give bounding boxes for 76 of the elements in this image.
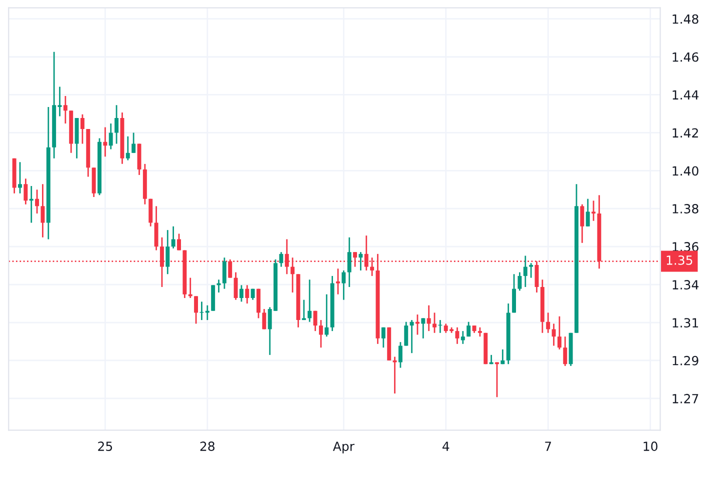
candlestick [154,205,158,251]
y-tick-label: 1.27 [672,394,698,404]
x-tick-label: 4 [442,442,450,451]
x-tick-label: 10 [644,442,658,452]
candlestick [586,198,590,228]
candlestick [455,326,460,345]
candlestick [313,310,318,332]
candlestick [108,122,113,150]
y-tick-label: 1.44 [672,90,698,100]
candlestick [58,86,62,117]
candlestick [342,270,346,301]
y-tick-label: 1.48 [672,14,698,24]
candlestick [302,299,306,321]
candlestick [466,321,471,338]
candlestick [166,229,170,275]
candlestick [546,312,550,334]
y-tick-label: 1.46 [672,52,698,62]
candlestick [35,188,40,214]
candlestick [552,323,556,346]
y-tick-label: 1.40 [672,166,698,176]
x-tick-label: Apr [332,442,354,454]
candlestick [426,304,431,332]
candlestick [18,161,22,194]
candlestick [404,321,408,346]
ref-line-label: 1.35 [666,255,692,265]
candlestick [63,95,68,124]
candlestick [336,268,340,296]
x-tick-label: 7 [545,442,551,451]
candlestick [421,318,426,340]
candlestick [500,348,505,365]
candlestick [132,132,136,154]
candlestick [262,308,266,330]
candlestick [171,226,176,250]
candlestick [518,272,522,292]
candlestick [177,233,181,251]
candlestick [580,204,584,244]
candlestick [557,316,562,350]
candlestick [148,198,153,228]
candlestick [392,356,397,394]
y-tick-label: 1.29 [672,356,698,366]
candlestick [308,278,312,323]
candlestick [126,136,130,161]
candlestick [290,256,295,294]
y-tick-label: 1.42 [672,128,698,138]
candlestick [239,284,244,302]
candlestick [432,312,437,334]
candlestick [478,326,482,338]
y-tick-label: 1.31 [672,318,698,328]
candlestick [24,178,28,206]
candlestick [114,104,119,144]
candlestick [460,330,465,345]
y-tick-label: 1.34 [672,280,698,290]
candlestick [222,256,226,290]
candlestick [194,295,198,324]
candlestick [410,319,414,354]
candlestick [592,200,596,222]
candlestick [80,114,84,144]
candlestick [324,294,329,338]
candlestick [398,341,402,368]
candlestick [512,273,516,314]
candlestick [245,284,250,304]
y-tick-label: 1.38 [672,204,698,214]
candlestick [279,251,284,268]
candlestick [529,262,534,278]
candlestick [318,319,323,348]
x-tick-label: 28 [200,442,214,452]
candlestick [358,251,363,272]
candlestick [563,336,568,367]
candlestick [381,326,386,348]
candlestick [347,236,352,288]
candlestick [40,183,45,238]
candlestick [103,126,108,158]
candlestick [256,288,260,319]
x-tick-label: 25 [98,442,112,452]
candlestick [523,255,528,288]
candlestick [234,272,238,301]
